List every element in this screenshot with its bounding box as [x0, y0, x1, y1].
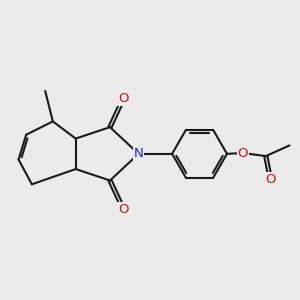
Text: O: O — [118, 202, 129, 216]
Text: O: O — [265, 173, 276, 186]
Text: N: N — [134, 147, 143, 160]
Text: O: O — [238, 146, 248, 160]
Text: O: O — [118, 92, 129, 105]
